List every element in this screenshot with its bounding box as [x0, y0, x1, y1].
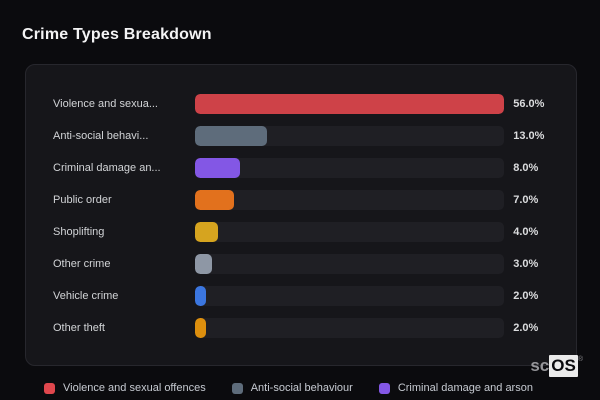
- bar-row: Criminal damage an... 8.0%: [53, 152, 576, 184]
- page-title: Crime Types Breakdown: [22, 26, 212, 43]
- chart-card: Violence and sexua... 56.0% Anti-social …: [25, 64, 577, 366]
- legend-item-label: Criminal damage and arson: [397, 382, 533, 394]
- legend-swatch-icon: [44, 382, 55, 394]
- legend-item[interactable]: Anti-social behaviour: [231, 382, 353, 394]
- bar-category-label: Violence and sexua...: [53, 98, 158, 110]
- bar-row: Other crime 3.0%: [53, 248, 576, 280]
- chart-legend: Violence and sexual offences Anti-social…: [44, 382, 533, 394]
- bar-value-label: 4.0%: [513, 226, 539, 238]
- bar-track: [195, 222, 505, 242]
- bar-row: Public order 7.0%: [53, 184, 576, 216]
- bar-value-label: 8.0%: [513, 162, 539, 174]
- bar-row: Other theft 2.0%: [53, 312, 576, 344]
- bar-fill[interactable]: [195, 222, 218, 242]
- bar-value-label: 7.0%: [513, 194, 539, 206]
- bar-category-label: Other theft: [53, 322, 105, 334]
- bar-fill[interactable]: [195, 190, 235, 210]
- bar-row: Anti-social behavi... 13.0%: [53, 120, 576, 152]
- bar-value-label: 13.0%: [513, 130, 545, 142]
- legend-item[interactable]: Violence and sexual offences: [44, 382, 206, 394]
- bar-track: [195, 126, 505, 146]
- legend-item-label: Violence and sexual offences: [63, 382, 206, 394]
- bar-track: [195, 158, 505, 178]
- legend-swatch-icon: [378, 382, 390, 394]
- bar-category-label: Shoplifting: [53, 226, 105, 238]
- bar-value-label: 56.0%: [513, 98, 545, 110]
- bar-track: [195, 318, 505, 338]
- bar-value-label: 2.0%: [513, 290, 539, 302]
- bar-category-label: Criminal damage an...: [53, 162, 161, 174]
- bar-category-label: Anti-social behavi...: [53, 130, 149, 142]
- bar-chart: Violence and sexua... 56.0% Anti-social …: [53, 88, 576, 344]
- bar-value-label: 2.0%: [513, 322, 539, 334]
- bar-track: [195, 286, 505, 306]
- bar-fill[interactable]: [195, 286, 207, 306]
- bar-fill[interactable]: [195, 94, 505, 114]
- bar-value-label: 3.0%: [513, 258, 539, 270]
- bar-fill[interactable]: [195, 254, 212, 274]
- bar-track: [195, 190, 505, 210]
- legend-item-label: Anti-social behaviour: [250, 382, 353, 394]
- bar-track: [195, 94, 505, 114]
- registered-mark-icon: ®: [577, 356, 583, 363]
- watermark-prefix: sc: [530, 356, 550, 375]
- bar-fill[interactable]: [195, 318, 207, 338]
- bar-row: Violence and sexua... 56.0%: [53, 88, 576, 120]
- bar-row: Shoplifting 4.0%: [53, 216, 576, 248]
- bar-fill[interactable]: [195, 126, 268, 146]
- bar-category-label: Vehicle crime: [53, 290, 119, 302]
- bar-category-label: Other crime: [53, 258, 111, 270]
- bar-fill[interactable]: [195, 158, 240, 178]
- legend-item[interactable]: Criminal damage and arson: [378, 382, 533, 394]
- bar-row: Vehicle crime 2.0%: [53, 280, 576, 312]
- bar-track: [195, 254, 505, 274]
- legend-swatch-icon: [231, 382, 243, 394]
- scos-watermark: sc OS ®: [530, 355, 583, 377]
- watermark-box: OS: [549, 355, 578, 377]
- bar-category-label: Public order: [53, 194, 112, 206]
